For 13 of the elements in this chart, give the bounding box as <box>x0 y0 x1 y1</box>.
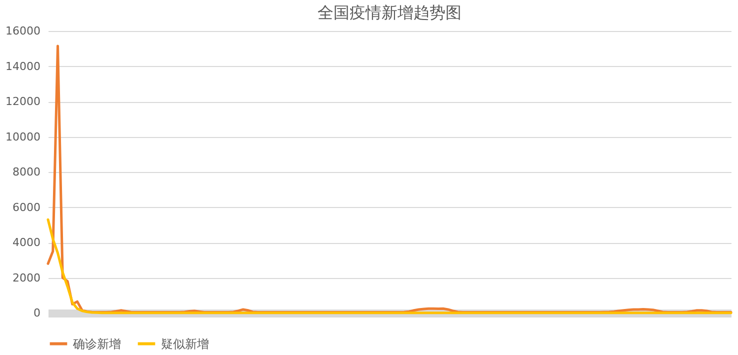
y-tick-label: 16000 <box>6 24 40 38</box>
y-tick-label: 8000 <box>12 166 40 178</box>
legend-label: 确诊新增 <box>72 336 121 351</box>
legend-label: 疑似新增 <box>161 336 209 351</box>
y-tick-label: 4000 <box>12 236 40 249</box>
y-tick-label: 10000 <box>6 130 40 144</box>
y-tick-label: 14000 <box>6 60 40 73</box>
y-tick-label: 0 <box>34 306 40 320</box>
y-tick-label: 6000 <box>12 200 40 214</box>
chart-title: 全国疫情新增趋势图 <box>318 3 462 22</box>
y-tick-label: 12000 <box>6 95 40 108</box>
line-series <box>46 218 732 314</box>
y-tick-label: 2000 <box>12 271 40 284</box>
